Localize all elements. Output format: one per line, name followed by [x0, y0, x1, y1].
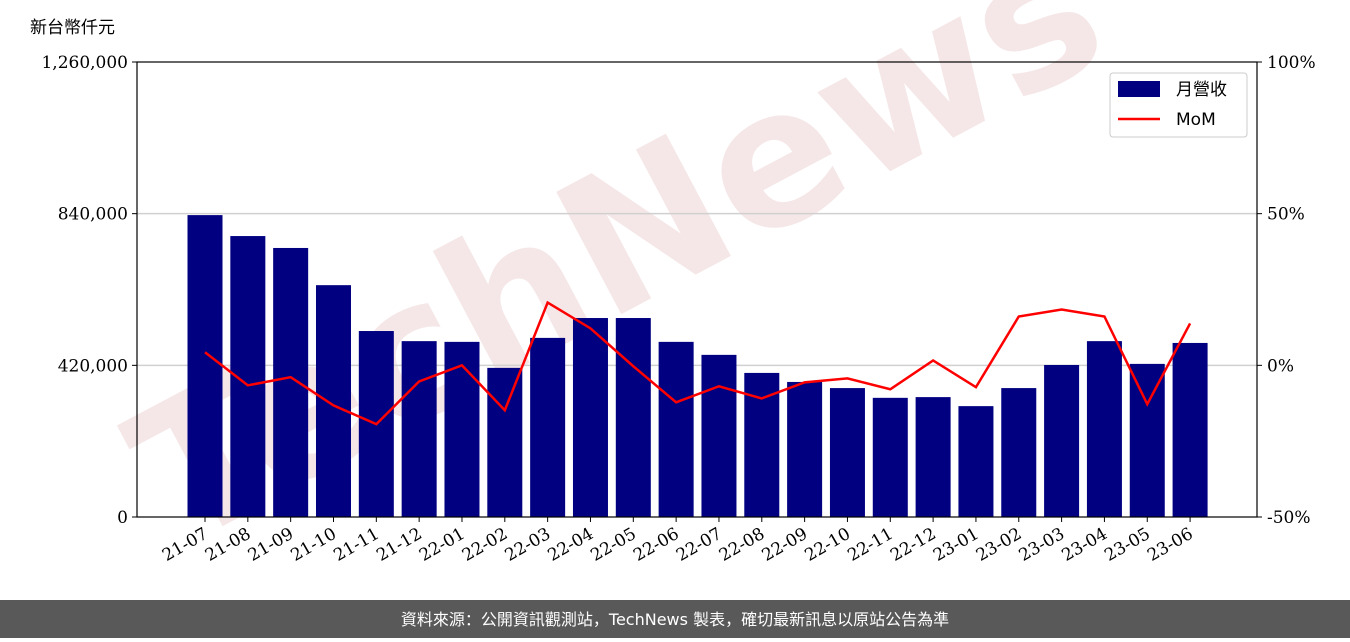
x-tick-label: 23-03 [1016, 524, 1068, 566]
bar [530, 337, 566, 517]
bar [572, 318, 608, 517]
bar [1172, 342, 1208, 517]
bar [187, 215, 223, 517]
y-tick-label: 420,000 [58, 356, 128, 376]
y2-tick-label: -50% [1267, 508, 1311, 528]
x-tick-label: 22-02 [459, 524, 511, 566]
legend-label: MoM [1176, 110, 1216, 130]
plot-frame [136, 61, 1258, 518]
x-tick-label: 22-07 [673, 524, 725, 566]
x-tick-label: 22-11 [844, 524, 896, 566]
x-tick-label: 23-02 [973, 524, 1025, 566]
footer-bar [0, 600, 1350, 638]
bar [1129, 363, 1165, 517]
x-tick-label: 22-03 [502, 524, 554, 566]
legend-swatch [1118, 81, 1160, 97]
bar [958, 406, 994, 517]
legend-label: 月營收 [1176, 80, 1227, 100]
x-tick-label: 22-04 [545, 524, 597, 566]
y-tick-label: 840,000 [58, 205, 128, 225]
x-tick-label: 23-06 [1144, 524, 1196, 566]
bar [829, 388, 865, 517]
bar [487, 367, 523, 517]
x-tick-label: 23-01 [930, 524, 982, 566]
x-tick-label: 22-06 [630, 524, 682, 566]
bar [1001, 388, 1037, 517]
bar [744, 372, 780, 517]
y-tick-label: 1,260,000 [41, 53, 128, 73]
bar [615, 318, 651, 517]
line [204, 300, 1192, 426]
x-tick-label: 22-08 [716, 524, 768, 566]
y2-tick-label: 100% [1267, 53, 1316, 73]
x-tick-label: 22-12 [887, 524, 939, 566]
x-tick-label: 22-09 [759, 524, 811, 566]
bar [701, 354, 737, 517]
y-tick-label: 0 [117, 508, 128, 528]
x-tick-label: 21-11 [330, 524, 382, 566]
bar [915, 397, 951, 517]
bar [658, 341, 694, 517]
x-tick-label: 22-05 [587, 524, 639, 566]
x-tick-label: 23-05 [1101, 524, 1153, 566]
bar [1044, 364, 1080, 517]
bar [315, 285, 351, 517]
y2-tick-label: 50% [1267, 205, 1305, 225]
bar [1086, 341, 1122, 517]
x-tick-label: 22-01 [416, 524, 468, 566]
footer: 資料來源：公開資訊觀測站，TechNews 製表，確切最新訊息以原站公告為準 [401, 610, 949, 629]
bar [444, 341, 480, 517]
bar [872, 397, 908, 517]
bar [401, 341, 437, 517]
x-tick-label: 21-12 [373, 524, 425, 566]
y2-tick-label: 0% [1267, 356, 1294, 376]
y-axis-label: 新台幣仟元 [30, 18, 115, 38]
bar [787, 381, 823, 517]
x-tick-label: 22-10 [802, 524, 854, 566]
x-tick-label: 23-04 [1058, 524, 1110, 566]
bar [273, 247, 309, 517]
